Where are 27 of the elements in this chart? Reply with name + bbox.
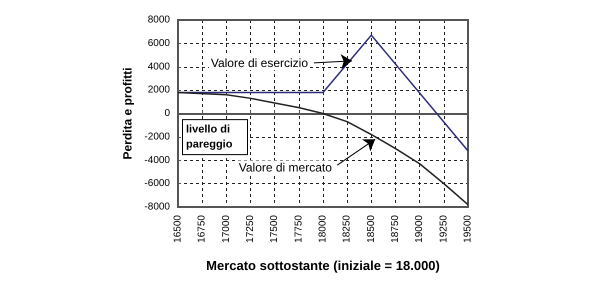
x-tick-label: 17250 <box>245 214 256 243</box>
y-tick-label: 6000 <box>148 38 170 49</box>
y-tick-label: -4000 <box>144 154 170 166</box>
y-tick-label: -2000 <box>144 131 170 142</box>
x-tick-label: 18750 <box>390 214 401 243</box>
x-tick-label: 17000 <box>220 214 232 243</box>
y-tick-label: 4000 <box>148 61 170 72</box>
annotation: Valore di esercizio <box>210 56 308 70</box>
x-tick-label: 18250 <box>342 214 353 243</box>
x-tick-label: 17500 <box>269 214 280 243</box>
x-tick-label: 16500 <box>172 214 184 243</box>
x-tick-label: 18500 <box>366 214 377 243</box>
x-tick-label: 19500 <box>462 214 474 243</box>
y-tick-label: 2000 <box>148 84 170 96</box>
y-tick-label: -6000 <box>144 178 170 190</box>
annotation: livello di pareggio <box>186 124 234 151</box>
y-tick-label: 8000 <box>148 14 170 26</box>
x-tick-label: 17750 <box>293 214 304 243</box>
x-tick-label: 16750 <box>196 214 208 243</box>
annotation: Valore di mercato <box>238 160 332 174</box>
y-tick-label: 0 <box>164 108 170 119</box>
x-tick-label: 19250 <box>438 214 450 243</box>
y-axis-title: Perdita e profitti <box>120 67 135 160</box>
y-tick-label: -8000 <box>144 202 170 212</box>
x-tick-label: 19000 <box>414 214 426 243</box>
x-tick-label: 18000 <box>318 214 328 243</box>
x-axis-title: Mercato sottostante (iniziale = 18.000) <box>206 258 440 273</box>
